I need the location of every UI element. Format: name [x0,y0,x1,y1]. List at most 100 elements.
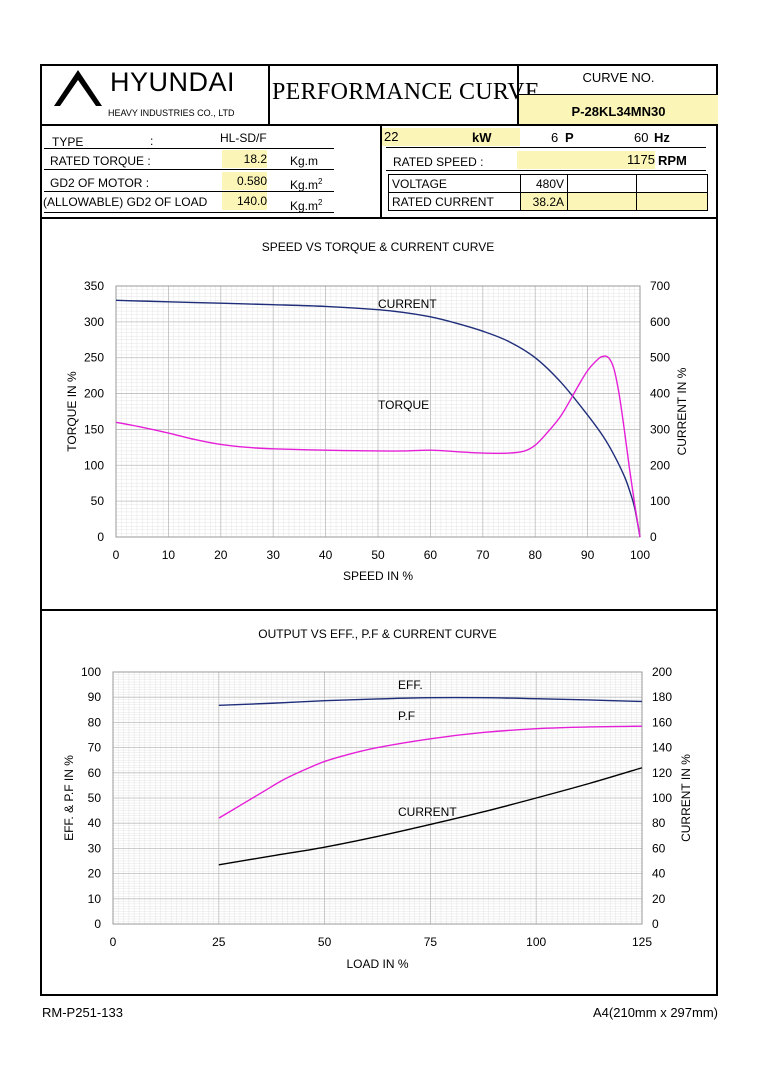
electrical-table: VOLTAGE 480V RATED CURRENT 38.2A [388,174,708,211]
y2-tick-label: 120 [652,766,672,780]
y2-axis-label: CURRENT IN % [675,367,689,455]
x-tick-label: 60 [424,548,438,562]
y2-tick-label: 200 [652,665,672,679]
rated-torque-underline [44,169,334,170]
x-axis-label: SPEED IN % [343,569,413,583]
series-label: CURRENT [378,297,437,311]
y-axis-label: EFF. & P.F IN % [62,755,76,841]
freq-unit: Hz [654,130,670,145]
gd2-load-label: (ALLOWABLE) GD2 OF LOAD [43,195,208,209]
y-tick-label: 0 [97,530,104,544]
series-line-current [115,299,641,538]
gd2-load-value: 140.0 [222,192,267,210]
x-tick-label: 50 [371,548,385,562]
page-title: PERFORMANCE CURVE [272,79,540,105]
rated-speed-value: 1175 [517,151,655,169]
y-tick-label: 20 [88,867,102,881]
freq-value: 60 [634,130,649,145]
power-value: 22 [382,128,520,146]
type-value: HL-SD/F [220,131,267,145]
x-tick-label: 25 [212,935,226,949]
x-tick-label: 80 [529,548,543,562]
rated-current-label: RATED CURRENT [388,192,521,211]
company-name: HYUNDAI [110,67,236,97]
x-tick-label: 100 [526,935,546,949]
curve-no-highlight [519,95,718,124]
y2-tick-label: 700 [650,279,670,293]
rated-current-empty-1 [567,192,637,211]
chart-title: SPEED VS TORQUE & CURRENT CURVE [262,240,495,254]
poles-unit: P [565,130,574,145]
chart-1 [115,285,641,538]
x-tick-label: 125 [632,935,652,949]
x-tick-label: 0 [110,935,117,949]
rated-speed-underline [386,170,706,171]
paper-size: A4(210mm x 297mm) [593,1005,718,1020]
rated-speed-unit: RPM [658,153,687,168]
rated-speed-label: RATED SPEED : [393,155,484,169]
gd2-load-unit-text: Kg.m [290,199,319,213]
chart-title: OUTPUT VS EFF., P.F & CURRENT CURVE [258,627,497,641]
chart-2 [112,671,643,925]
x-tick-label: 50 [318,935,332,949]
y-tick-label: 70 [88,741,102,755]
rated-current-empty-2 [636,192,708,211]
gd2-motor-unit: Kg.m2 [290,177,322,192]
type-label: TYPE [52,135,84,149]
spec-divider-v [380,126,382,218]
gd2-motor-unit-text: Kg.m [290,178,319,192]
y2-tick-label: 500 [650,351,670,365]
series-label: P.F [398,709,415,723]
spec-bottom-divider [40,217,718,219]
x-tick-label: 40 [319,548,333,562]
y-tick-label: 80 [88,715,102,729]
gd2-motor-underline [44,191,334,192]
y2-tick-label: 60 [652,841,666,855]
y-tick-label: 10 [88,892,102,906]
company-subtitle: HEAVY INDUSTRIES CO., LTD [108,108,235,118]
x-tick-label: 75 [424,935,438,949]
y2-axis-label: CURRENT IN % [679,754,693,842]
y-tick-label: 250 [84,351,104,365]
y2-tick-label: 0 [650,530,657,544]
header-divider [40,124,718,126]
type-underline [44,148,334,149]
header-divider-v1 [268,64,270,125]
y2-tick-label: 160 [652,715,672,729]
x-tick-label: 100 [630,548,650,562]
series-line-current [218,767,643,866]
curve-no-label: CURVE NO. [582,70,655,85]
x-axis-label: LOAD IN % [346,957,408,971]
hyundai-logo-icon [54,70,102,106]
x-tick-label: 10 [162,548,176,562]
y2-tick-label: 100 [652,791,672,805]
y2-tick-label: 600 [650,315,670,329]
rated-torque-label: RATED TORQUE : [50,154,151,168]
series-label: TORQUE [378,398,429,412]
rated-torque-unit: Kg.m [290,154,319,168]
y-tick-label: 100 [84,458,104,472]
y-tick-label: 60 [88,766,102,780]
y2-tick-label: 40 [652,867,666,881]
y-tick-label: 0 [94,917,101,931]
gd2-load-underline [44,212,334,213]
y-tick-label: 30 [88,841,102,855]
series-line-eff [218,696,643,706]
y-tick-label: 300 [84,315,104,329]
y2-tick-label: 0 [652,917,659,931]
gd2-load-unit: Kg.m2 [290,198,322,213]
series-line-torque [115,355,641,538]
y-tick-label: 50 [91,494,105,508]
y-tick-label: 150 [84,422,104,436]
y2-tick-label: 180 [652,690,672,704]
y-axis-label: TORQUE IN % [65,371,79,452]
y-tick-label: 100 [81,665,101,679]
y2-tick-label: 400 [650,387,670,401]
y-tick-label: 50 [88,791,102,805]
y-tick-label: 40 [88,816,102,830]
gd2-load-unit-sup: 2 [318,198,323,207]
plot-border [115,285,641,538]
sheet-frame [40,64,718,996]
series-label: EFF. [398,678,423,692]
